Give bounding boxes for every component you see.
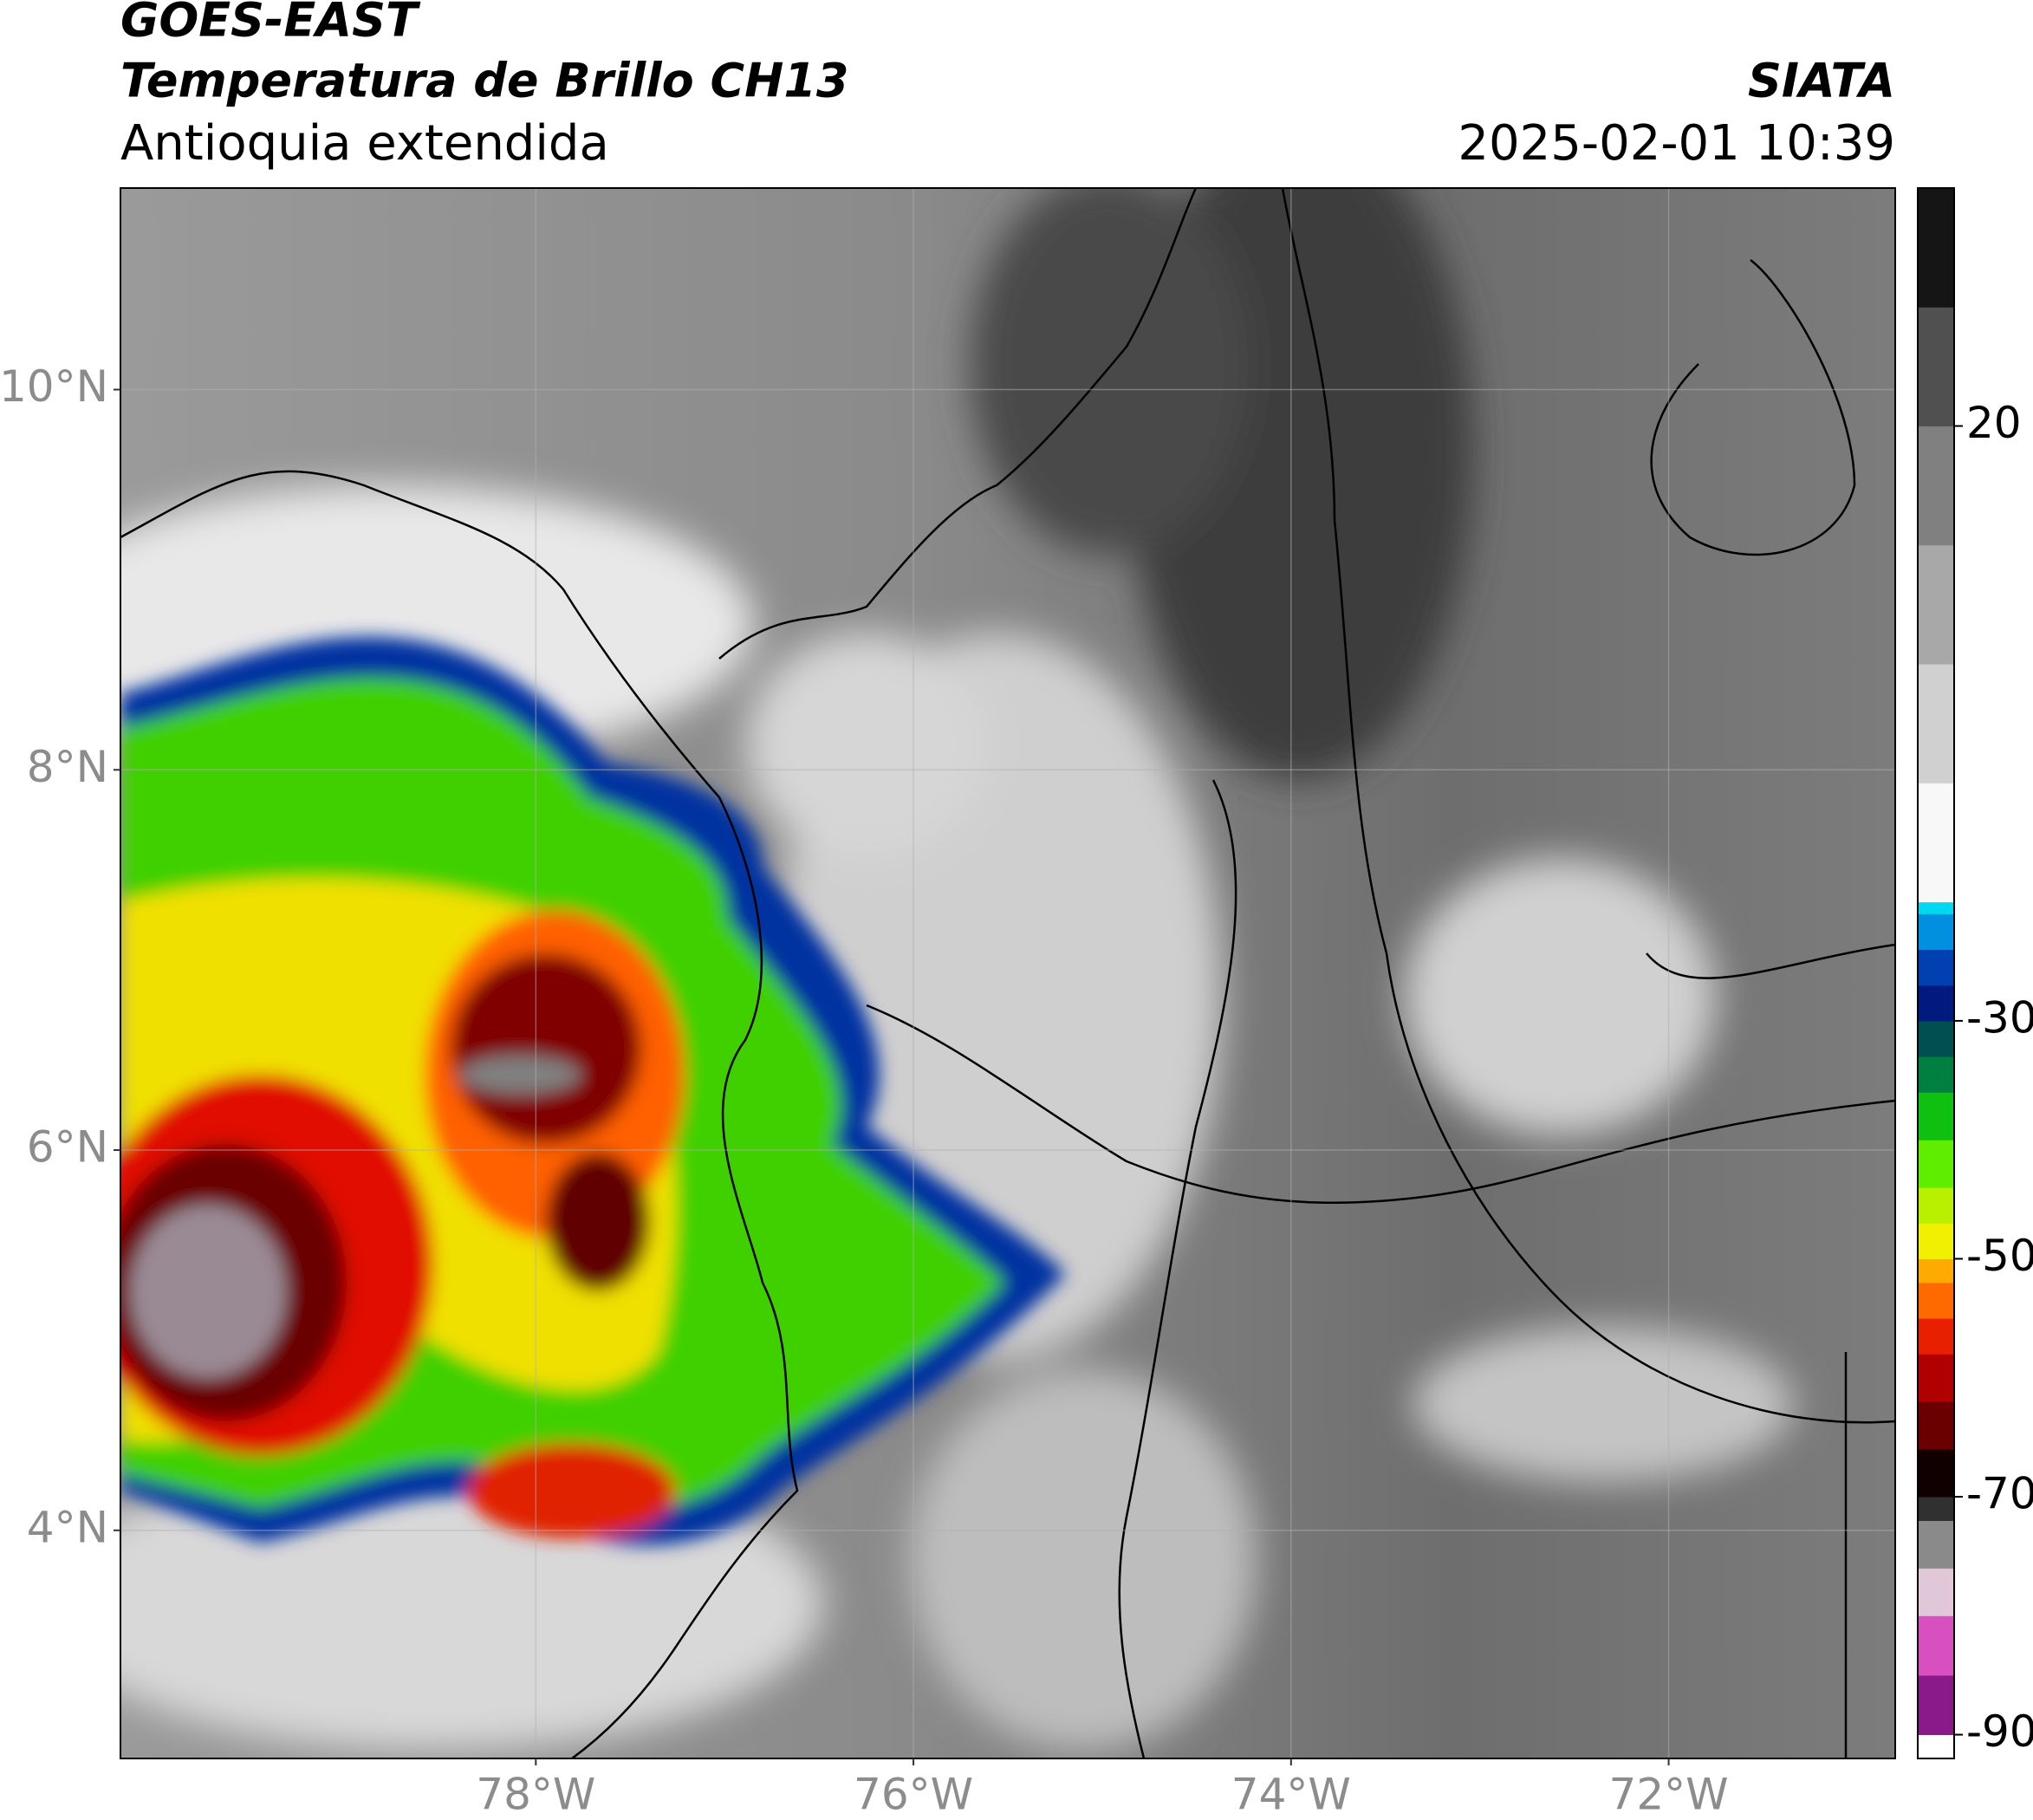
colorbar-segment [1918,1187,1954,1224]
colorbar-segment [1918,1318,1954,1355]
y-tick-label: 6°N [27,1122,108,1173]
colorbar-segment [1918,949,1954,986]
colorbar-segment [1918,1449,1954,1498]
colorbar-segment [1918,913,1954,951]
map-frame [120,187,1896,1759]
x-tick-label: 74°W [1231,1770,1351,1820]
region: Antioquia extendida [120,115,609,172]
colorbar-frame [1917,187,1955,1759]
colorbar-segment [1918,1258,1954,1284]
colorbar-tick-label: -30 [1966,992,2033,1043]
colorbar-segment [1918,188,1954,308]
colorbar-segment [1918,1615,1954,1676]
colorbar-segment [1918,1092,1954,1141]
imagery [120,188,1895,1758]
colorbar-segment [1918,1401,1954,1450]
x-tick-label: 72°W [1609,1770,1729,1820]
y-tick-label: 10°N [0,361,108,412]
colorbar-tick-label: 20 [1966,398,2022,448]
colorbar-tick-label: -90 [1966,1706,2033,1757]
colorbar-segment [1918,1223,1954,1259]
colorbar-segment [1918,1520,1954,1569]
colorbar-segment [1918,664,1954,783]
colorbar-segment [1918,985,1954,1022]
colorbar-segment [1918,1056,1954,1093]
colorbar-segment [1918,1497,1954,1521]
colorbar-segment [1918,1674,1954,1736]
colorbar-segment [1918,1020,1954,1057]
colorbar-segment [1918,1140,1954,1188]
colorbar-tick-label: -70 [1966,1469,2033,1519]
colorbar-segment [1918,544,1954,665]
colorbar-segment [1918,1282,1954,1319]
colorbar-segment [1918,426,1954,546]
colorbar-segment [1918,1568,1954,1616]
y-tick-label: 4°N [27,1502,108,1552]
colorbar-segment [1918,1354,1954,1402]
colorbar-segment [1918,783,1954,903]
colorbar-tick-label: -50 [1966,1231,2033,1281]
subtitle: Temperatura de Brillo CH13 [120,54,849,108]
boundaries [120,188,1895,1758]
x-tick-label: 78°W [476,1770,595,1820]
datetime: 2025-02-01 10:39 [1458,115,1895,172]
y-tick-label: 8°N [27,742,108,792]
colorbar-segment [1918,901,1954,914]
storm [120,636,1066,1545]
colorbar-segment [1918,1734,1954,1759]
colorbar-segment [1918,307,1954,427]
title: GOES-EAST [120,0,421,48]
agency: SIATA [1748,54,1895,108]
x-tick-label: 76°W [854,1770,973,1820]
